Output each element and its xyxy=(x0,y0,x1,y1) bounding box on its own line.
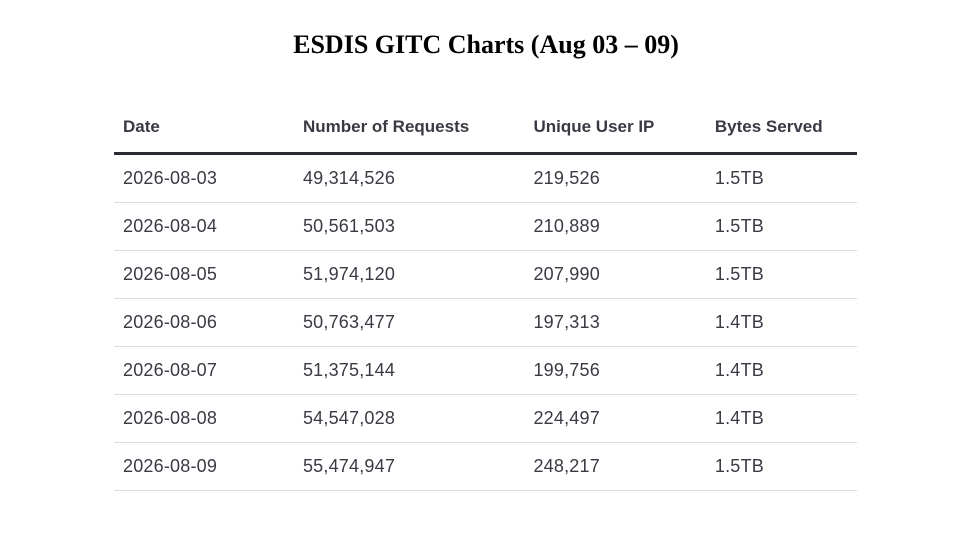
unique-ip-cell: 210,889 xyxy=(524,202,706,251)
table-row: 2026-08-09 55,474,947 248,217 1.5TB xyxy=(114,442,857,491)
date-cell: 2026-08-04 xyxy=(114,202,294,251)
requests-cell: 50,561,503 xyxy=(293,202,525,251)
unique-ip-cell: 197,313 xyxy=(524,298,706,347)
column-header-bytes: Bytes Served xyxy=(705,102,857,155)
unique-ip-cell: 199,756 xyxy=(524,346,706,395)
page-title: ESDIS GITC Charts (Aug 03 – 09) xyxy=(293,30,679,59)
date-cell: 2026-08-09 xyxy=(114,442,294,491)
requests-cell: 51,974,120 xyxy=(293,250,525,299)
bytes-cell: 1.5TB xyxy=(705,250,857,299)
requests-cell: 51,375,144 xyxy=(293,346,525,395)
bytes-cell: 1.5TB xyxy=(705,202,857,251)
date-cell: 2026-08-03 xyxy=(114,153,294,203)
bytes-cell: 1.4TB xyxy=(705,298,857,347)
table-header: Date Number of Requests Unique User IP B… xyxy=(114,102,857,155)
column-header-requests: Number of Requests xyxy=(293,102,525,155)
table-row: 2026-08-06 50,763,477 197,313 1.4TB xyxy=(114,298,857,347)
bytes-cell: 1.4TB xyxy=(705,394,857,443)
table-row: 2026-08-03 49,314,526 219,526 1.5TB xyxy=(114,153,857,203)
header-row: Date Number of Requests Unique User IP B… xyxy=(114,102,857,155)
column-header-unique-ip: Unique User IP xyxy=(524,102,706,155)
date-cell: 2026-08-06 xyxy=(114,298,294,347)
table-row: 2026-08-05 51,974,120 207,990 1.5TB xyxy=(114,250,857,299)
unique-ip-cell: 224,497 xyxy=(524,394,706,443)
unique-ip-cell: 207,990 xyxy=(524,250,706,299)
unique-ip-cell: 248,217 xyxy=(524,442,706,491)
column-header-date: Date xyxy=(114,102,294,155)
date-cell: 2026-08-07 xyxy=(114,346,294,395)
date-cell: 2026-08-05 xyxy=(114,250,294,299)
requests-cell: 55,474,947 xyxy=(293,442,525,491)
date-cell: 2026-08-08 xyxy=(114,394,294,443)
table-body: 2026-08-03 49,314,526 219,526 1.5TB 2026-08-… xyxy=(114,153,857,491)
bytes-cell: 1.5TB xyxy=(705,153,857,203)
table-row: 2026-08-08 54,547,028 224,497 1.4TB xyxy=(114,394,857,443)
unique-ip-cell: 219,526 xyxy=(524,153,706,203)
table-row: 2026-08-07 51,375,144 199,756 1.4TB xyxy=(114,346,857,395)
requests-cell: 50,763,477 xyxy=(293,298,525,347)
bytes-cell: 1.4TB xyxy=(705,346,857,395)
bytes-cell: 1.5TB xyxy=(705,442,857,491)
requests-cell: 54,547,028 xyxy=(293,394,525,443)
table-row: 2026-08-04 50,561,503 210,889 1.5TB xyxy=(114,202,857,251)
requests-cell: 49,314,526 xyxy=(293,153,525,203)
stats-table: Date Number of Requests Unique User IP B… xyxy=(114,102,857,491)
